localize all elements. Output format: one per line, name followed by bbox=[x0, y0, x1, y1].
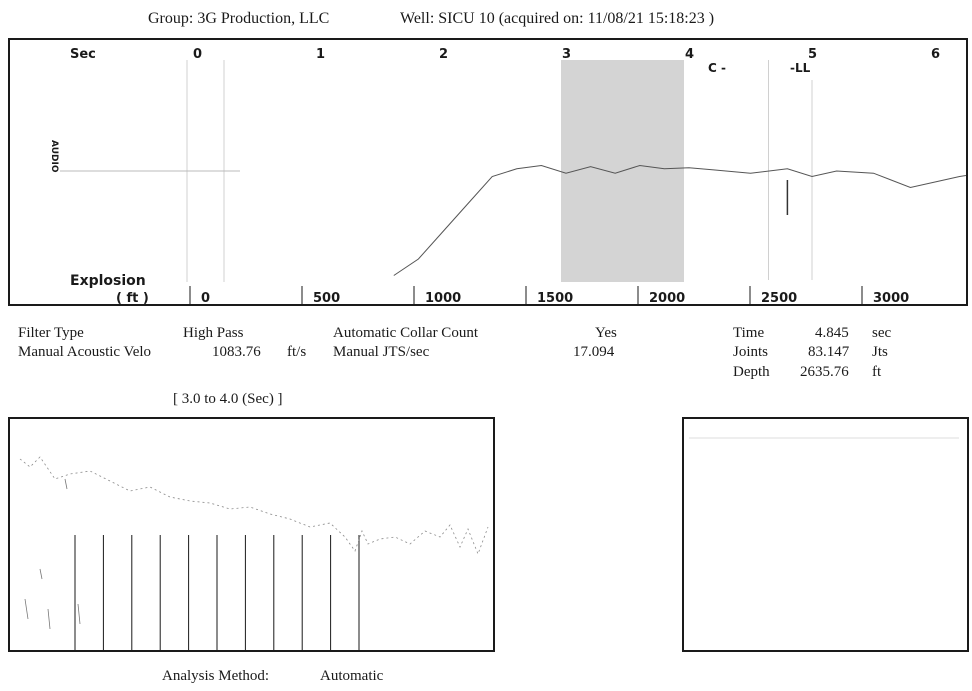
ft-tick-label: 3000 bbox=[873, 291, 909, 304]
zoom-trace-line bbox=[19, 456, 489, 556]
jts-value: 17.094 bbox=[573, 344, 615, 360]
audio-label: AUDIO bbox=[49, 140, 59, 173]
spectrum-panel bbox=[682, 417, 969, 652]
marker-label-ll: -LL bbox=[790, 61, 811, 75]
marker-label-c: C - bbox=[708, 61, 726, 75]
group-label: Group: 3G Production, LLC bbox=[148, 10, 330, 27]
well-label: Well: SICU 10 (acquired on: 11/08/21 15:… bbox=[400, 10, 715, 27]
sec-axis-label: Sec bbox=[70, 47, 96, 62]
ft-tick-label: 1500 bbox=[537, 291, 573, 304]
sec-tick-label: 5 bbox=[808, 47, 817, 62]
sec-tick-label: 0 bbox=[193, 47, 202, 62]
ft-tick-label: 0 bbox=[201, 291, 210, 304]
time-unit: sec bbox=[872, 325, 892, 341]
acoustic-trace-chart: Sec 0 1 2 3 4 5 6 C - -LL AUDIO Explosion ( ft… bbox=[8, 38, 968, 306]
analysis-method-label: Analysis Method: bbox=[162, 668, 270, 684]
joints-value: 83.147 bbox=[808, 344, 850, 360]
acoustic-velo-label: Manual Acoustic Velo bbox=[18, 344, 152, 360]
filter-type-value: High Pass bbox=[183, 325, 244, 341]
time-label: Time bbox=[733, 325, 765, 341]
zoom-detail-panel bbox=[8, 417, 495, 652]
sec-tick-label: 4 bbox=[685, 47, 694, 62]
ft-tick-label: 2000 bbox=[649, 291, 685, 304]
analysis-method-value: Automatic bbox=[320, 668, 384, 684]
filter-type-label: Filter Type bbox=[18, 325, 84, 341]
jts-label: Manual JTS/sec bbox=[333, 344, 430, 360]
joints-label: Joints bbox=[733, 344, 769, 360]
depth-label: Depth bbox=[733, 364, 770, 380]
explosion-label: Explosion bbox=[70, 273, 146, 289]
collar-count-label: Automatic Collar Count bbox=[333, 325, 478, 341]
depth-value: 2635.76 bbox=[800, 364, 849, 380]
acoustic-velo-value: 1083.76 bbox=[212, 344, 261, 360]
zoom-range-label: [ 3.0 to 4.0 (Sec) ] bbox=[173, 391, 283, 407]
ft-tick-label: 1000 bbox=[425, 291, 461, 304]
acoustic-trace-line bbox=[393, 164, 966, 276]
sec-tick-label: 1 bbox=[316, 47, 325, 62]
joints-unit: Jts bbox=[872, 344, 888, 360]
acoustic-velo-unit: ft/s bbox=[287, 344, 307, 360]
ft-tick-label: 500 bbox=[313, 291, 340, 304]
sec-tick-label: 6 bbox=[931, 47, 940, 62]
ft-axis-label: ( ft ) bbox=[116, 291, 149, 304]
acoustic-trace-svg: Sec 0 1 2 3 4 5 6 C - -LL AUDIO Explosion ( ft… bbox=[49, 47, 966, 304]
collar-count-value: Yes bbox=[595, 325, 617, 341]
spectrum-svg bbox=[689, 437, 959, 439]
ft-tick-label: 2500 bbox=[761, 291, 797, 304]
zoom-early-noise bbox=[24, 478, 81, 630]
time-value: 4.845 bbox=[815, 325, 849, 341]
depth-unit: ft bbox=[872, 364, 882, 380]
sec-tick-label: 2 bbox=[439, 47, 448, 62]
zoom-detail-svg bbox=[19, 456, 489, 650]
sec-tick-label: 3 bbox=[562, 47, 571, 62]
